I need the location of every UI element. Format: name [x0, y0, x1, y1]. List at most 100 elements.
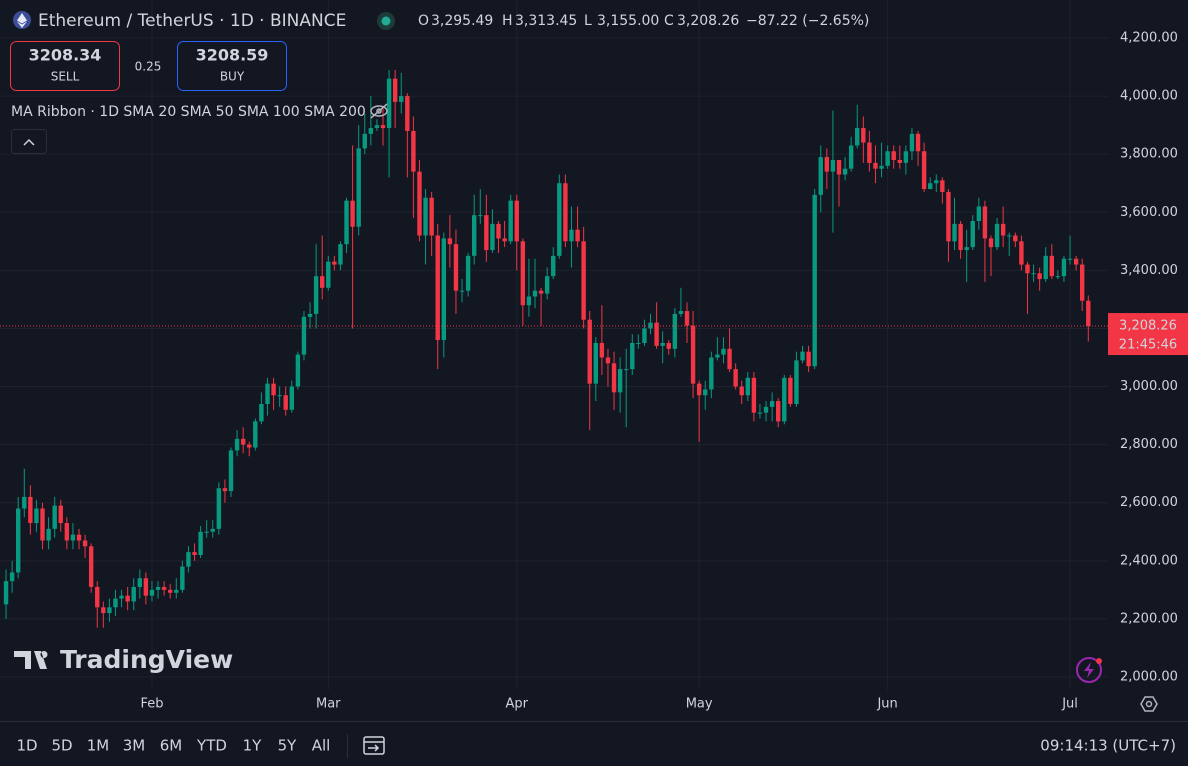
candle-body	[1000, 223, 1006, 236]
candle-body	[520, 241, 526, 306]
candle-body	[34, 508, 39, 524]
candle-body	[247, 444, 252, 448]
candle-body	[873, 162, 878, 169]
overlay: 2,000.00 2,200.00 2,400.00 2,600.00 2,800.00…	[0, 31, 1188, 712]
candle-body	[155, 586, 161, 590]
candle-body	[283, 395, 288, 410]
candle-body	[9, 572, 15, 582]
candle-body	[848, 145, 854, 169]
candle-body	[259, 403, 264, 422]
candle-body	[575, 229, 580, 242]
candle-body	[222, 488, 228, 492]
candle-body	[168, 589, 173, 593]
range-button[interactable]: 5Y	[278, 737, 298, 755]
candle-body	[599, 342, 605, 358]
range-button[interactable]: 6M	[160, 737, 183, 755]
candle-body	[320, 276, 325, 288]
candle-body	[739, 386, 744, 396]
candle-body	[1013, 235, 1018, 242]
collapse-button[interactable]	[11, 129, 47, 154]
candle-body	[441, 238, 446, 341]
candle-body	[940, 180, 945, 192]
candle-body	[648, 322, 653, 329]
candle-body	[228, 450, 234, 492]
x-tick-label: Feb	[140, 697, 163, 712]
candle-body	[332, 261, 337, 265]
candle-body	[107, 607, 112, 614]
range-buttons: 1D 5D 1M 3M 6M YTD 1Y 5Y All	[16, 737, 330, 755]
candle-body	[435, 235, 440, 341]
x-tick-label: Jun	[876, 697, 897, 712]
range-button[interactable]: All	[312, 737, 331, 755]
candle-body	[776, 401, 781, 422]
y-tick-label: 2,200.00	[1120, 611, 1178, 626]
sell-price: 3208.34	[29, 46, 102, 65]
candle-body	[818, 157, 823, 195]
candle-body	[970, 220, 975, 248]
candle-body	[374, 125, 380, 129]
candle-body	[928, 183, 933, 190]
settings-icon[interactable]	[1140, 696, 1158, 712]
indicator-legend[interactable]: MA Ribbon · 1D SMA 20 SMA 50 SMA 100 SMA…	[11, 104, 366, 120]
range-button[interactable]: 3M	[123, 737, 146, 755]
candle-body	[988, 238, 994, 248]
candle-body	[490, 223, 495, 251]
sell-button[interactable]	[10, 41, 120, 91]
alert-icon[interactable]	[1076, 657, 1102, 683]
range-button[interactable]: YTD	[196, 737, 227, 755]
clock[interactable]: 09:14:13 (UTC+7)	[1040, 737, 1176, 755]
range-button[interactable]: 1Y	[243, 737, 263, 755]
x-tick-label: May	[686, 697, 713, 712]
range-button[interactable]: 1D	[16, 737, 37, 755]
ohlc-key: H	[502, 13, 513, 29]
candle-body	[1043, 255, 1048, 280]
x-tick-label: Apr	[506, 697, 529, 712]
candle-body	[581, 241, 586, 320]
candle-body	[806, 351, 811, 367]
candle-body	[964, 247, 969, 251]
candle-body	[946, 191, 951, 242]
ohlc-key: L	[584, 13, 592, 29]
range-button[interactable]: 5D	[51, 737, 72, 755]
candle-body	[186, 552, 191, 567]
candle-body	[715, 354, 720, 358]
candle-body	[897, 159, 902, 163]
range-button[interactable]: 1M	[87, 737, 110, 755]
ohlc-value: 3,155.00	[597, 13, 659, 29]
candle-body	[672, 313, 678, 349]
candle-body	[70, 534, 76, 541]
candles	[3, 69, 1091, 628]
candle-body	[514, 200, 519, 242]
candle-body	[1031, 273, 1036, 275]
goto-date-icon[interactable]	[363, 736, 385, 755]
candle-body	[1049, 255, 1054, 277]
candle-body	[265, 383, 270, 404]
watermark: TradingView	[60, 645, 233, 674]
candle-body	[830, 159, 836, 172]
candle-body	[982, 206, 988, 239]
countdown: 21:45:46	[1119, 338, 1177, 353]
symbol-title[interactable]: Ethereum / TetherUS · 1D · BINANCE	[38, 11, 346, 31]
candle-body	[502, 238, 507, 242]
candle-body	[624, 369, 629, 371]
ohlc-value: 3,295.49	[431, 13, 493, 29]
lightning	[1084, 662, 1094, 678]
candle-body	[76, 534, 82, 541]
candle-body	[350, 200, 355, 227]
candle-body	[64, 523, 70, 541]
candle-body	[289, 386, 294, 410]
candle-body	[301, 316, 307, 355]
candle-body	[934, 180, 939, 184]
y-tick-label: 4,200.00	[1120, 31, 1178, 46]
candle-body	[563, 183, 568, 242]
candle-body	[794, 360, 799, 404]
buy-button[interactable]	[177, 41, 287, 91]
candle-body	[666, 342, 671, 349]
candle-body	[465, 255, 471, 291]
candle-body	[338, 244, 343, 265]
candle-body	[307, 313, 313, 317]
candle-body	[611, 363, 617, 393]
ohlc-key: C	[664, 13, 674, 29]
candle-body	[690, 325, 696, 384]
hide-icon[interactable]	[370, 103, 388, 119]
